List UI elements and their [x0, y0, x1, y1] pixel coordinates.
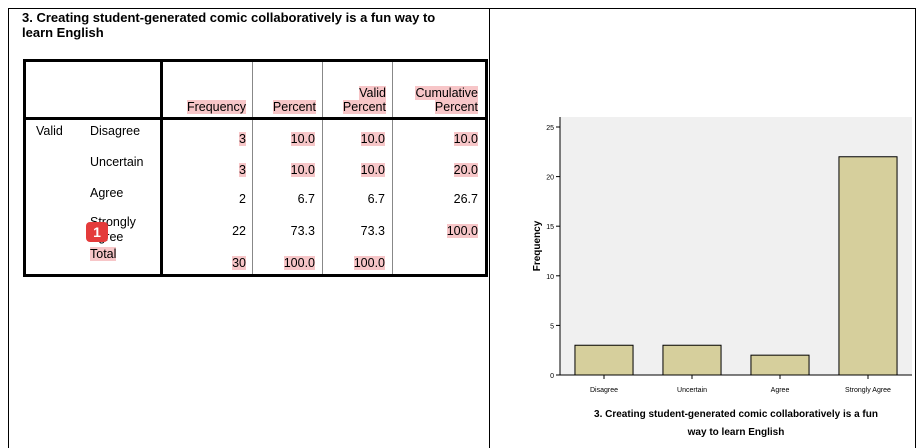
frequency-bar-chart: 0 5 10 15 20 25 Disagree Uncertain Agree Strongl…: [532, 117, 912, 438]
x-axis-label-line-2: way to learn English: [687, 427, 785, 438]
header-frequency: Frequency: [186, 100, 246, 114]
y-tick-label: 20: [546, 175, 554, 182]
x-tick-label: Uncertain: [677, 387, 707, 394]
col-divider-1: [252, 62, 253, 274]
table-title-line-1: 3. Creating student-generated comic coll…: [22, 10, 436, 25]
y-tick-label: 0: [550, 373, 554, 380]
y-tick-label: 25: [546, 125, 554, 132]
cell-frequency: 3: [239, 132, 246, 146]
annotation-badge[interactable]: 1: [86, 222, 108, 242]
bar-agree: [750, 354, 810, 376]
cell-percent: 100.0: [283, 256, 315, 270]
cell-valid-percent: 10.0: [360, 132, 385, 146]
x-tick-label: Strongly Agree: [845, 387, 891, 394]
row-label: Total: [90, 247, 117, 261]
bar-disagree: [574, 344, 634, 376]
cell-valid-percent: 100.0: [353, 256, 385, 270]
cell-frequency: 2: [239, 192, 246, 206]
col-divider-2: [322, 62, 323, 274]
group-label: Valid: [36, 124, 63, 138]
header-cumulative-percent: Cumulative Percent: [415, 86, 478, 114]
cell-cumulative-percent: 26.7: [453, 192, 478, 206]
y-tick-label: 10: [546, 274, 554, 281]
cell-frequency: 30: [232, 256, 246, 270]
cell-cumulative-percent: 100.0: [446, 224, 478, 238]
cell-percent: 73.3: [290, 224, 315, 238]
x-tick-label: Agree: [771, 387, 790, 394]
cell-cumulative-percent: 20.0: [453, 163, 478, 177]
output-frame: [8, 8, 916, 448]
row-label: Disagree: [90, 124, 141, 138]
cell-valid-percent: 10.0: [360, 163, 385, 177]
y-tick-label: 5: [550, 323, 554, 330]
panel-divider: [489, 8, 490, 448]
frequency-table: Frequency Percent Valid Percent Cumulativ…: [23, 59, 488, 277]
cell-valid-percent: 73.3: [360, 224, 385, 238]
header-divider: [26, 117, 485, 120]
stub-divider: [160, 62, 163, 274]
cell-frequency: 3: [239, 163, 246, 177]
table-title-line-2: learn English: [22, 25, 104, 40]
bar-strongly-agree: [838, 156, 898, 376]
y-axis-label: Frequency: [532, 220, 543, 271]
x-tick-label: Disagree: [590, 387, 618, 394]
row-label: Agree: [90, 186, 124, 200]
y-tick-label: 15: [546, 224, 554, 231]
table-title: 3. Creating student-generated comic coll…: [22, 10, 492, 40]
row-label: Uncertain: [90, 155, 144, 169]
cell-percent: 10.0: [290, 132, 315, 146]
header-percent: Percent: [272, 100, 316, 114]
cell-cumulative-percent: 10.0: [453, 132, 478, 146]
bar-uncertain: [662, 344, 722, 376]
cell-valid-percent: 6.7: [367, 192, 385, 206]
header-valid-percent: Valid Percent: [342, 86, 386, 114]
cell-percent: 10.0: [290, 163, 315, 177]
cell-frequency: 22: [232, 224, 246, 238]
col-divider-3: [392, 62, 393, 274]
x-axis-label-line-1: 3. Creating student-generated comic coll…: [594, 409, 878, 420]
cell-percent: 6.7: [297, 192, 315, 206]
